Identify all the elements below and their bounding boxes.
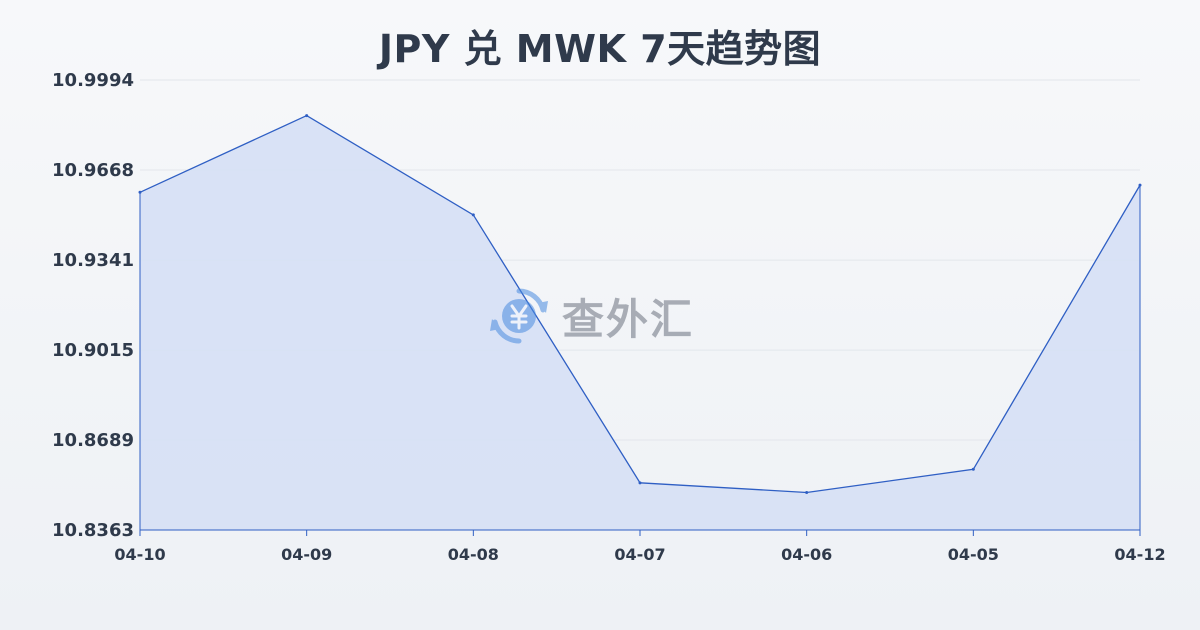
y-tick-label: 10.9994 — [52, 70, 134, 91]
series-area — [138, 114, 1142, 530]
x-tick-label: 04-06 — [781, 545, 832, 564]
y-tick-label: 10.9668 — [52, 160, 134, 181]
chart-title: JPY 兑 MWK 7天趋势图 — [378, 27, 822, 71]
x-axis: 04-10 04-09 04-08 04-07 04-06 04-05 04-12 — [114, 529, 1166, 564]
watermark: 查外汇 — [488, 284, 728, 348]
x-tick-label: 04-08 — [448, 545, 499, 564]
watermark-text: 查外汇 — [562, 294, 695, 344]
data-point — [305, 114, 309, 118]
data-point — [1138, 183, 1142, 187]
x-tick-label: 04-07 — [614, 545, 665, 564]
y-tick-label: 10.9015 — [52, 340, 134, 361]
data-point — [971, 467, 975, 471]
data-point — [805, 490, 809, 494]
y-tick-label: 10.8689 — [52, 430, 134, 451]
x-tick-label: 04-12 — [1114, 545, 1165, 564]
x-tick-label: 04-05 — [948, 545, 999, 564]
y-axis: 10.9994 10.9668 10.9341 10.9015 10.8689 10.83… — [52, 70, 134, 541]
x-tick-label: 04-09 — [281, 545, 332, 564]
data-point — [138, 190, 142, 194]
yen-exchange-icon — [490, 288, 548, 344]
y-tick-label: 10.8363 — [52, 520, 134, 541]
series-fill — [140, 115, 1140, 530]
data-point — [638, 481, 642, 485]
data-point — [471, 213, 475, 217]
x-tick-label: 04-10 — [114, 545, 165, 564]
y-tick-label: 10.9341 — [52, 250, 134, 271]
